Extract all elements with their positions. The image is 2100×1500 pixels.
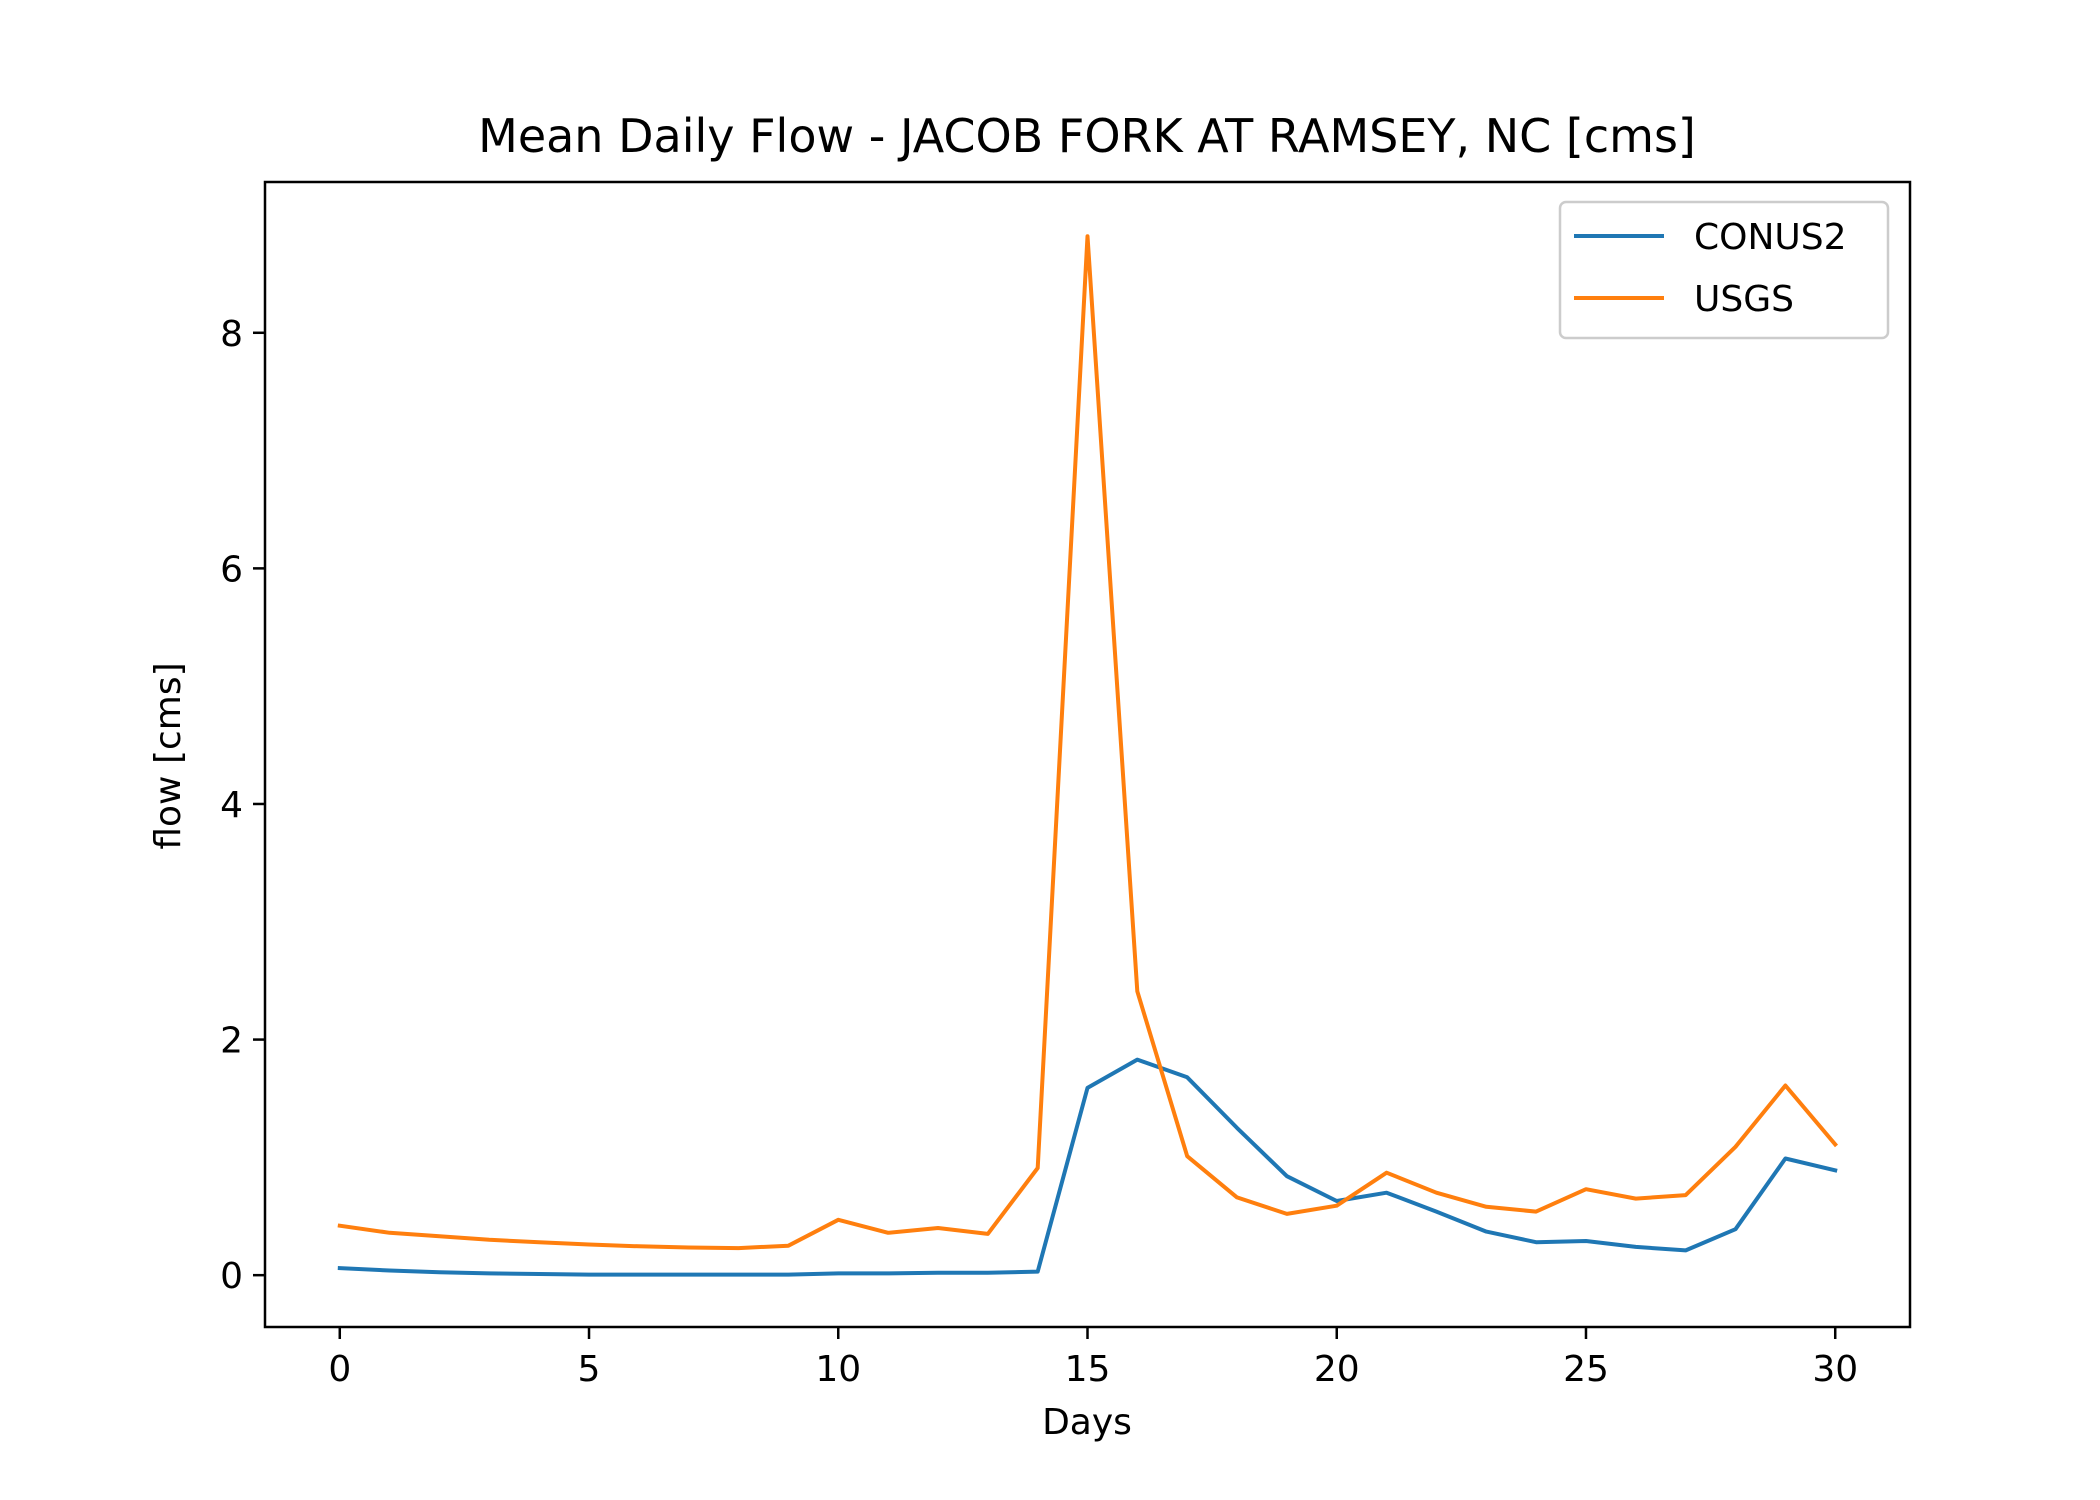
x-axis-label: Days	[1042, 1402, 1132, 1443]
plot-area	[337, 234, 1839, 1277]
x-tick-label: 15	[1065, 1349, 1111, 1390]
y-tick-label: 4	[220, 785, 243, 826]
y-tick-label: 2	[220, 1021, 243, 1062]
x-tick-label: 0	[328, 1349, 351, 1390]
y-tick-label: 8	[220, 314, 243, 355]
y-tick-label: 0	[220, 1256, 243, 1297]
x-tick-label: 25	[1563, 1349, 1609, 1390]
legend-label-conus2: CONUS2	[1694, 217, 1847, 258]
y-tick-label: 6	[220, 549, 243, 590]
legend-label-usgs: USGS	[1694, 279, 1794, 320]
legend: CONUS2 USGS	[1558, 200, 1890, 340]
series-line-conus2	[337, 1057, 1838, 1277]
y-axis-label: flow [cms]	[148, 662, 189, 849]
chart-title: Mean Daily Flow - JACOB FORK AT RAMSEY, …	[478, 109, 1696, 163]
x-tick-label: 30	[1812, 1349, 1858, 1390]
axes: 0 5 10 15 20 25 30 0 2 4 6 8	[220, 180, 1912, 1390]
x-tick-label: 10	[815, 1349, 861, 1390]
series-line-usgs	[337, 234, 1839, 1251]
x-tick-label: 5	[578, 1349, 601, 1390]
x-tick-label: 20	[1314, 1349, 1360, 1390]
